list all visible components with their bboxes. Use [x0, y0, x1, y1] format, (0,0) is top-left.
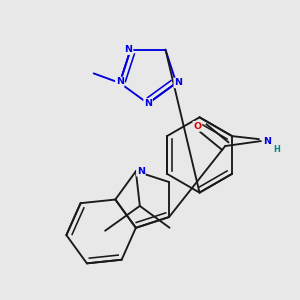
Text: H: H — [273, 146, 280, 154]
Text: N: N — [116, 77, 124, 86]
Text: N: N — [263, 136, 271, 146]
Text: N: N — [137, 167, 145, 176]
Text: N: N — [144, 99, 152, 108]
Text: N: N — [174, 78, 182, 87]
Text: O: O — [194, 122, 202, 131]
Text: N: N — [124, 45, 133, 54]
